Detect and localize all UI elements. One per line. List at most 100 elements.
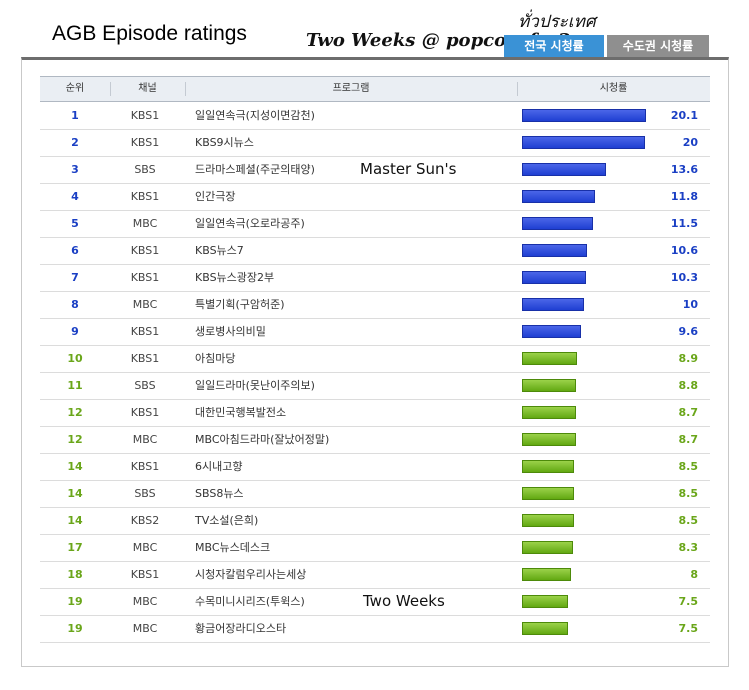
header-channel: 채널	[138, 83, 157, 94]
rating-value: 8.7	[678, 433, 699, 446]
channel-cell: KBS2	[130, 514, 160, 527]
table-row[interactable]: 1 KBS1 일일연속극(지성이면감천) 20.1	[40, 102, 710, 130]
program-cell: KBS9시뉴스	[195, 136, 254, 149]
channel-cell: MBC	[132, 541, 158, 554]
rank-cell: 4	[71, 190, 79, 203]
table-row[interactable]: 14 KBS1 6시내고향 8.5	[40, 453, 710, 481]
program-cell: 일일연속극(지성이면감천)	[195, 109, 315, 122]
rating-bar	[522, 514, 574, 527]
rating-bar	[522, 460, 574, 473]
channel-cell: KBS1	[130, 460, 160, 473]
rank-cell: 17	[67, 541, 83, 554]
rank-cell: 6	[71, 244, 79, 257]
channel-cell: MBC	[132, 298, 158, 311]
table-row[interactable]: 14 KBS2 TV소설(은희) 8.5	[40, 507, 710, 535]
table-row[interactable]: 4 KBS1 인간극장 11.8	[40, 183, 710, 211]
annotation-text: Two Weeks	[363, 592, 445, 610]
rating-value: 10.3	[670, 271, 698, 284]
rank-cell: 14	[67, 514, 83, 527]
program-cell: MBC아침드라마(잘났어정말)	[195, 433, 330, 446]
rating-value: 8.7	[678, 406, 699, 419]
program-cell: 일일드라마(못난이주의보)	[195, 379, 315, 392]
channel-cell: KBS1	[130, 568, 160, 581]
table-row[interactable]: 2 KBS1 KBS9시뉴스 20	[40, 129, 710, 157]
rank-cell: 12	[67, 433, 83, 446]
rating-value: 8.3	[678, 541, 699, 554]
rating-bar	[522, 595, 568, 608]
table-header: 순위 채널 프로그램 시청률	[40, 76, 710, 102]
rating-bar	[522, 406, 576, 419]
table-row[interactable]: 14 SBS SBS8뉴스 8.5	[40, 480, 710, 508]
program-cell: 아침마당	[195, 352, 236, 365]
program-cell: 6시내고향	[195, 460, 243, 473]
program-cell: 시청자칼럼우리사는세상	[195, 568, 307, 581]
header-divider	[185, 82, 186, 96]
channel-cell: MBC	[132, 595, 158, 608]
header-program: 프로그램	[332, 83, 370, 94]
program-cell: 생로병사의비밀	[195, 325, 266, 338]
channel-cell: MBC	[132, 622, 158, 635]
table-row[interactable]: 18 KBS1 시청자칼럼우리사는세상 8	[40, 561, 710, 589]
rating-value: 8.5	[678, 487, 699, 500]
channel-cell: KBS1	[130, 325, 160, 338]
program-cell: TV소설(은희)	[195, 514, 259, 527]
table-row[interactable]: 11 SBS 일일드라마(못난이주의보) 8.8	[40, 372, 710, 400]
rank-cell: 9	[71, 325, 79, 338]
page-title: AGB Episode ratings	[52, 22, 247, 45]
table-row[interactable]: 8 MBC 특별기획(구암허준) 10	[40, 291, 710, 319]
table-row[interactable]: 5 MBC 일일연속극(오로라공주) 11.5	[40, 210, 710, 238]
rating-value: 7.5	[678, 622, 699, 635]
program-cell: 특별기획(구암허준)	[195, 298, 285, 311]
channel-cell: KBS1	[130, 109, 160, 122]
rating-value: 11.8	[670, 190, 698, 203]
header-divider	[110, 82, 111, 96]
rating-value: 10.6	[670, 244, 698, 257]
tab-nationwide-ratings[interactable]: 전국 시청률	[504, 35, 604, 63]
table-row[interactable]: 12 KBS1 대한민국행복발전소 8.7	[40, 399, 710, 427]
program-cell: 인간극장	[195, 190, 236, 203]
rank-cell: 7	[71, 271, 79, 284]
rating-bar	[522, 487, 574, 500]
table-row[interactable]: 9 KBS1 생로병사의비밀 9.6	[40, 318, 710, 346]
rating-value: 20	[682, 136, 698, 149]
channel-cell: SBS	[134, 487, 156, 500]
rating-bar	[522, 244, 587, 257]
table-row[interactable]: 7 KBS1 KBS뉴스광장2부 10.3	[40, 264, 710, 292]
table-row[interactable]: 19 MBC 황금어장라디오스타 7.5	[40, 615, 710, 643]
rating-value: 8	[690, 568, 698, 581]
tab-capital-area-ratings[interactable]: 수도권 시청률	[607, 35, 709, 57]
program-cell: KBS뉴스광장2부	[195, 271, 275, 284]
rating-bar	[522, 379, 576, 392]
rating-bar	[522, 136, 645, 149]
program-cell: 대한민국행복발전소	[195, 406, 287, 419]
channel-cell: KBS1	[130, 190, 160, 203]
table-row[interactable]: 6 KBS1 KBS뉴스7 10.6	[40, 237, 710, 265]
program-cell: 황금어장라디오스타	[195, 622, 287, 635]
rating-value: 7.5	[678, 595, 699, 608]
rating-bar	[522, 163, 606, 176]
rating-value: 13.6	[670, 163, 698, 176]
program-cell: SBS8뉴스	[195, 487, 244, 500]
rank-cell: 14	[67, 487, 83, 500]
header-divider	[517, 82, 518, 96]
table-row[interactable]: 10 KBS1 아침마당 8.9	[40, 345, 710, 373]
channel-cell: SBS	[134, 379, 156, 392]
table-row[interactable]: 17 MBC MBC뉴스데스크 8.3	[40, 534, 710, 562]
table-row[interactable]: 3 SBS 드라마스페셜(주군의태양) 13.6	[40, 156, 710, 184]
rank-cell: 8	[71, 298, 79, 311]
rating-bar	[522, 622, 568, 635]
table-row[interactable]: 19 MBC 수목미니시리즈(투윅스) 7.5	[40, 588, 710, 616]
channel-cell: KBS1	[130, 136, 160, 149]
rating-bar	[522, 298, 584, 311]
ratings-panel	[21, 57, 729, 667]
channel-cell: KBS1	[130, 244, 160, 257]
channel-cell: MBC	[132, 433, 158, 446]
table-row[interactable]: 12 MBC MBC아침드라마(잘났어정말) 8.7	[40, 426, 710, 454]
rank-cell: 2	[71, 136, 79, 149]
rank-cell: 10	[67, 352, 83, 365]
rank-cell: 11	[67, 379, 83, 392]
rating-bar	[522, 433, 576, 446]
rating-bar	[522, 541, 573, 554]
channel-cell: KBS1	[130, 352, 160, 365]
rating-bar	[522, 190, 595, 203]
